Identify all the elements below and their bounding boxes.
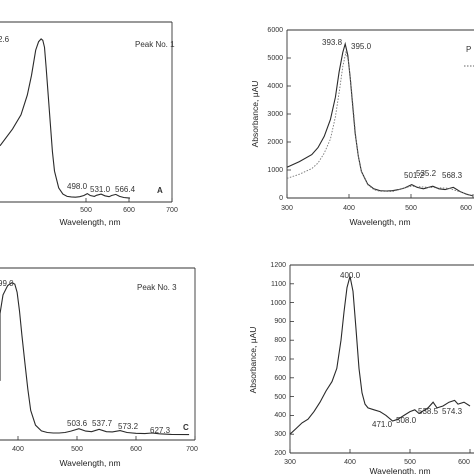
panel-c-xtick-label: 700 bbox=[186, 446, 198, 453]
panel-c-peak-label: 503.6 bbox=[67, 419, 88, 428]
panel-a-xtick-label: 700 bbox=[166, 207, 178, 214]
panel-d-xtick-label: 300 bbox=[284, 459, 296, 466]
panel-d-peak-label: 471.0 bbox=[372, 420, 393, 429]
panel-c-panel-label: C bbox=[183, 423, 189, 432]
panel-b-peak-label: 501.2 bbox=[404, 171, 425, 180]
panel-d-ytick-label: 1000 bbox=[270, 300, 286, 307]
panel-a-line-0 bbox=[0, 38, 131, 199]
panel-d-ytick-label: 600 bbox=[274, 375, 286, 382]
panel-d-ytick-label: 700 bbox=[274, 356, 286, 363]
panel-d-y-axis-label: Absorbance, μAU bbox=[248, 327, 258, 394]
panel-c-xtick-label: 400 bbox=[12, 446, 24, 453]
panel-a-xtick-label: 500 bbox=[80, 207, 92, 214]
panel-b-xtick-label: 600 bbox=[460, 205, 472, 212]
panel-b-legend: P bbox=[466, 45, 471, 54]
panel-c-x-axis-label: Wavelength, nm bbox=[59, 458, 120, 468]
panel-d-xtick-label: 600 bbox=[458, 459, 470, 466]
panel-d-ytick-label: 900 bbox=[274, 318, 286, 325]
panel-d-xtick-label: 500 bbox=[404, 459, 416, 466]
panel-a-peak-label: 498.0 bbox=[67, 182, 88, 191]
panel-a-panel-label: A bbox=[157, 186, 163, 195]
panel-d-peak-label: 538.5 bbox=[418, 407, 439, 416]
panel-b-ytick-label: 6000 bbox=[267, 27, 283, 34]
panel-b-peak-label: 393.8 bbox=[322, 38, 343, 47]
panel-b-ytick-label: 4000 bbox=[267, 83, 283, 90]
panel-d-yticks: 200 300 400 500 600 700 800 900 1000 110… bbox=[270, 262, 294, 457]
panel-c-peak-label: 627.3 bbox=[150, 426, 171, 435]
panel-c-peak-label: 99.0 bbox=[0, 279, 14, 288]
panel-b-peak-label: 395.0 bbox=[351, 42, 372, 51]
panel-d-ytick-label: 500 bbox=[274, 394, 286, 401]
panel-d-ytick-label: 400 bbox=[274, 412, 286, 419]
panel-c-peak-label: 537.7 bbox=[92, 419, 113, 428]
panel-d-peak-label: 574.3 bbox=[442, 407, 463, 416]
panel-c: 400 500 600 700 Wavelength, nm Peak No. … bbox=[0, 267, 198, 468]
panel-d-peak-label: 508.0 bbox=[396, 416, 417, 425]
panel-b: 0 1000 2000 3000 4000 5000 6000 300 400 … bbox=[250, 27, 474, 227]
panel-c-line-0 bbox=[0, 282, 190, 436]
panel-d-xticks: 300 400 500 600 bbox=[284, 449, 471, 466]
panel-d-xtick-label: 400 bbox=[344, 459, 356, 466]
panel-c-legend: Peak No. 3 bbox=[137, 283, 177, 292]
panel-b-ytick-label: 5000 bbox=[267, 55, 283, 62]
panel-c-xtick-label: 600 bbox=[130, 446, 142, 453]
panel-a: 500 600 700 Wavelength, nm Peak No. 1 A … bbox=[0, 21, 178, 227]
panel-b-yticks: 0 1000 2000 3000 4000 5000 6000 bbox=[267, 27, 291, 202]
panel-c-peak-label: 573.2 bbox=[118, 422, 139, 431]
panel-c-xtick-label: 500 bbox=[71, 446, 83, 453]
panel-d-peak-label: 400.0 bbox=[340, 271, 361, 280]
panel-b-peak-label: 535.2 bbox=[416, 169, 437, 178]
panel-d-ytick-label: 1100 bbox=[271, 281, 286, 288]
panel-a-peak-label: 566.4 bbox=[115, 185, 136, 194]
panel-c-xticks: 400 500 600 700 bbox=[12, 436, 198, 453]
panel-b-peak-label: 568.3 bbox=[442, 171, 463, 180]
panel-b-xticks: 300 400 500 600 bbox=[281, 194, 474, 212]
panel-b-ytick-label: 0 bbox=[279, 195, 283, 202]
panel-a-xtick-label: 600 bbox=[123, 207, 135, 214]
panel-a-x-axis-label: Wavelength, nm bbox=[59, 217, 120, 227]
panel-d-ytick-label: 800 bbox=[274, 337, 286, 344]
panel-b-x-axis-label: Wavelength, nm bbox=[349, 217, 410, 227]
panel-d-ytick-label: 1200 bbox=[270, 262, 286, 269]
panel-d-line-0 bbox=[289, 276, 471, 435]
panel-b-ytick-label: 1000 bbox=[267, 167, 283, 174]
panel-a-peak-label: 2.6 bbox=[0, 35, 10, 44]
panel-b-xtick-label: 400 bbox=[343, 205, 355, 212]
panel-d-ytick-label: 300 bbox=[274, 431, 286, 438]
panel-b-xtick-label: 300 bbox=[281, 205, 293, 212]
panel-b-xtick-label: 500 bbox=[405, 205, 417, 212]
panel-b-ytick-label: 2000 bbox=[267, 139, 283, 146]
panel-a-peak-label: 531.0 bbox=[90, 185, 111, 194]
panel-a-legend: Peak No. 1 bbox=[135, 40, 175, 49]
panel-d-x-axis-label: Wavelength, nm bbox=[369, 466, 430, 474]
panel-b-y-axis-label: Absorbance, μAU bbox=[250, 81, 260, 148]
panel-d-ytick-label: 200 bbox=[274, 450, 286, 457]
panel-a-xticks: 500 600 700 bbox=[80, 198, 178, 214]
panel-b-ytick-label: 3000 bbox=[267, 111, 283, 118]
panel-d: 200 300 400 500 600 700 800 900 1000 110… bbox=[248, 262, 474, 474]
